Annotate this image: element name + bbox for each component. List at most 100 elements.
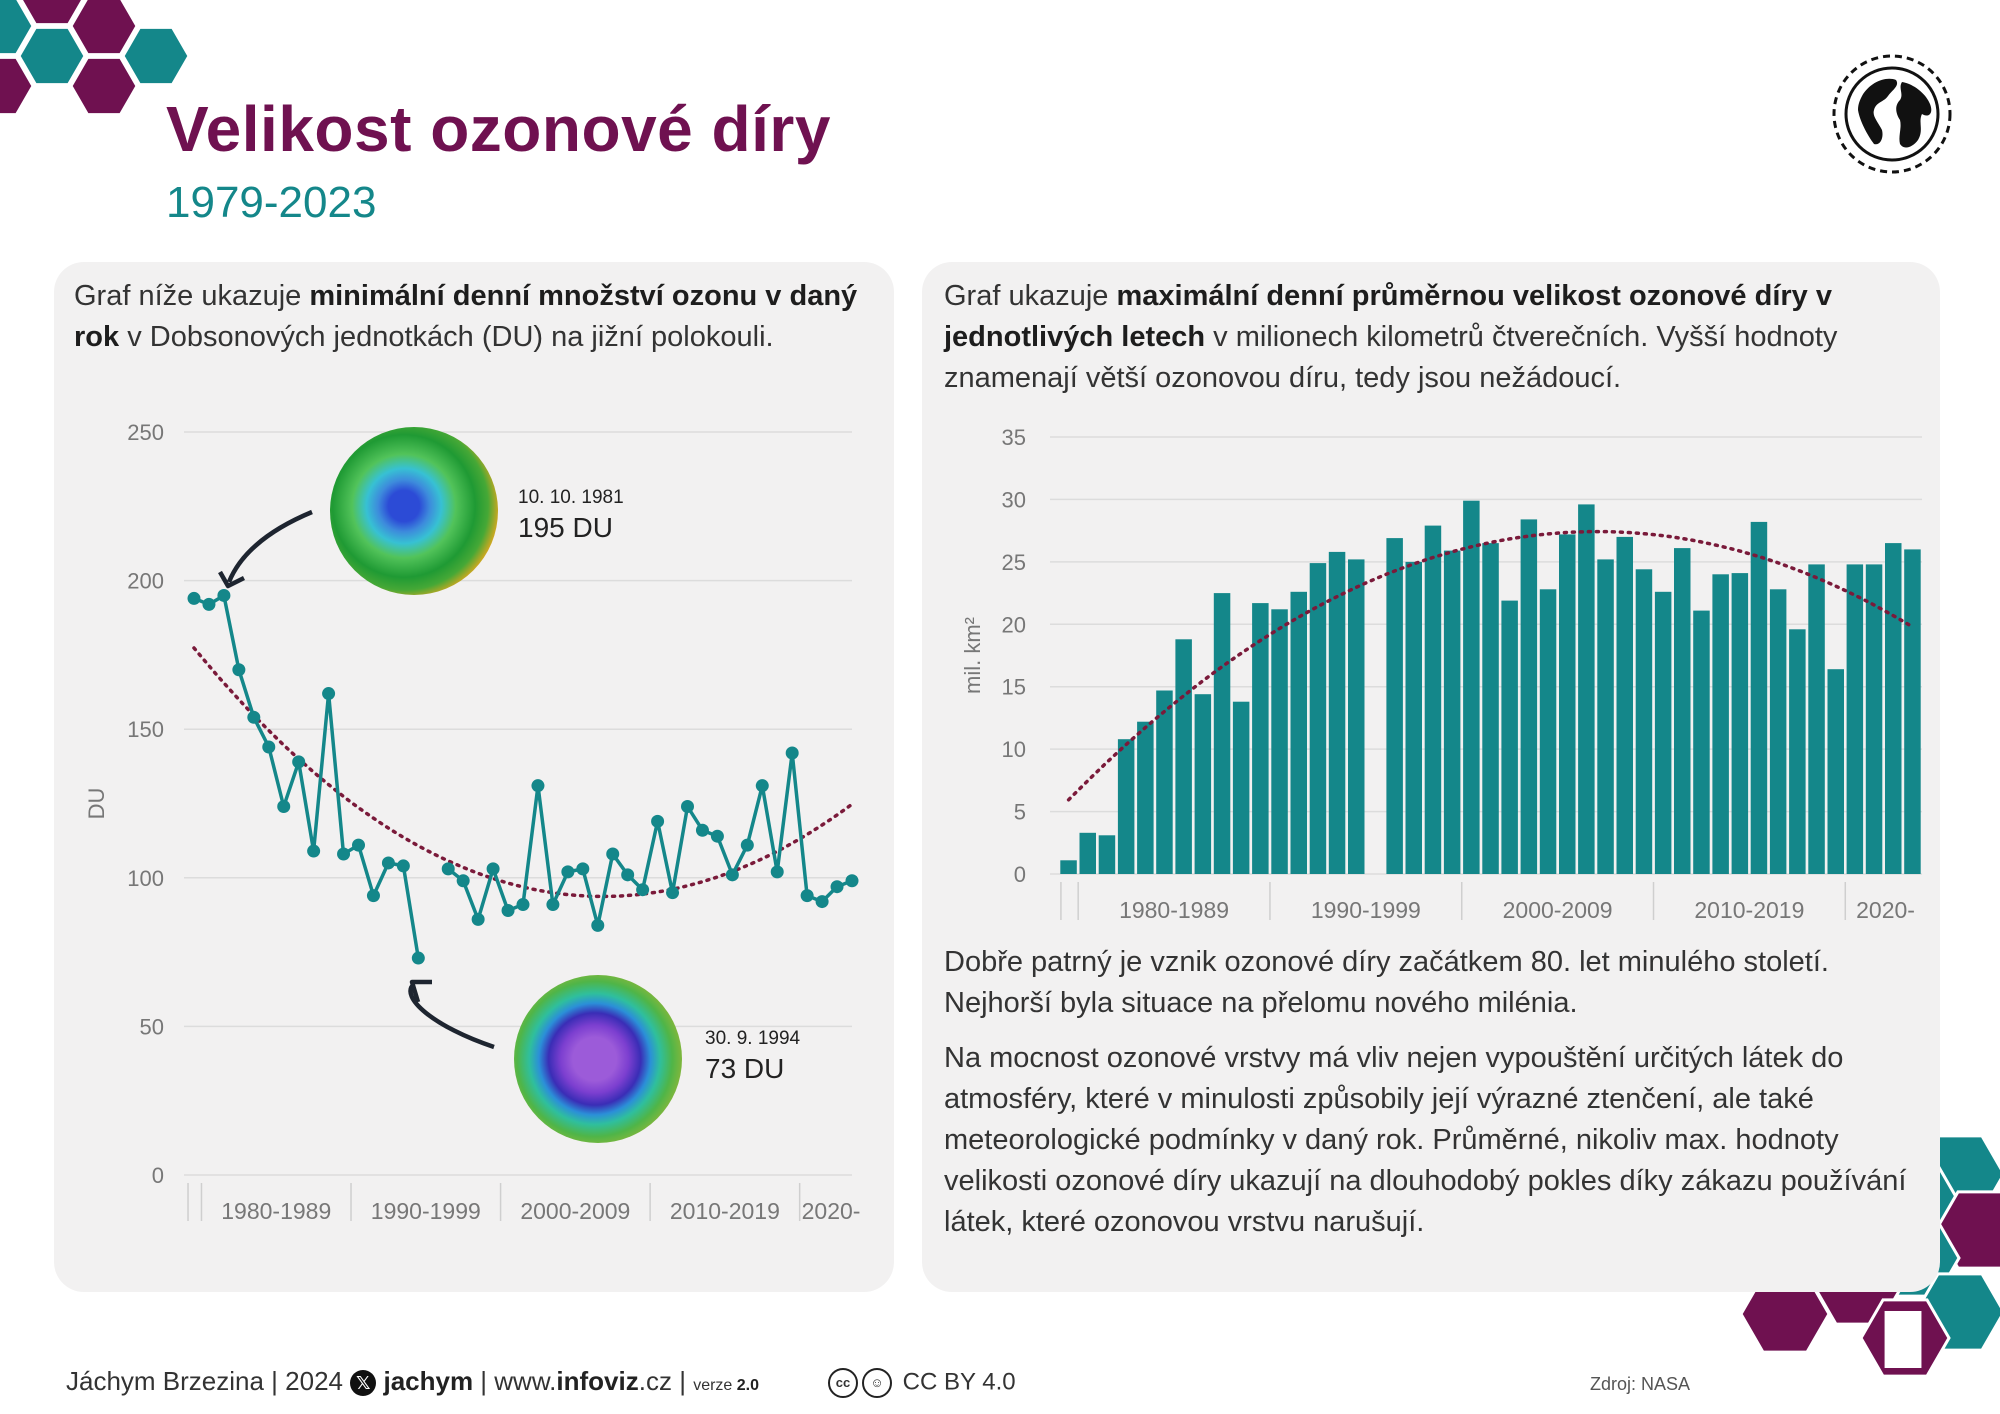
annotation-1994-value: 73 DU <box>705 1053 785 1084</box>
right-paragraph-2: Na mocnost ozonové vrstvy má vliv nejen … <box>944 1042 1907 1238</box>
right-bar-2020 <box>1846 564 1864 874</box>
left-ytick-3: 150 <box>127 717 164 742</box>
right-bar-2012 <box>1693 610 1710 874</box>
left-xtick-0: 1980-1989 <box>221 1198 331 1224</box>
right-bar-2015 <box>1750 521 1768 874</box>
right-ytick-5: 25 <box>1002 550 1026 575</box>
left-point-2015 <box>725 868 739 882</box>
right-ylabel: mil. km² <box>960 617 985 694</box>
right-ytick-0: 0 <box>1014 862 1026 887</box>
cc-icon: cc <box>828 1368 858 1398</box>
right-bar-2006 <box>1578 504 1595 874</box>
left-point-2001 <box>516 898 530 912</box>
left-point-2003 <box>546 898 560 912</box>
right-bar-1991 <box>1290 591 1307 874</box>
license-text: CC BY 4.0 <box>902 1368 1016 1396</box>
right-ytick-2: 10 <box>1002 737 1026 762</box>
globe-icon <box>1832 54 1952 174</box>
left-panel: Graf níže ukazuje minimální denní množst… <box>54 262 894 1292</box>
right-bar-1996 <box>1386 538 1403 874</box>
right-bar-2008 <box>1616 536 1633 874</box>
left-point-1980 <box>202 597 216 611</box>
by-person-icon: ☺ <box>862 1368 892 1398</box>
left-trendline <box>192 646 854 899</box>
left-point-1983 <box>247 710 261 724</box>
annotation-1981-value: 195 DU <box>518 512 613 543</box>
hexagon-top-1 <box>69 0 139 57</box>
right-bar-2023 <box>1904 549 1921 874</box>
left-point-1991 <box>366 889 380 903</box>
right-bar-2011 <box>1674 548 1691 874</box>
right-bar-1983 <box>1137 721 1154 874</box>
left-point-2019 <box>785 746 799 760</box>
right-bar-1980 <box>1079 832 1096 874</box>
right-bar-2003 <box>1520 519 1538 874</box>
right-bar-2007 <box>1597 559 1614 874</box>
right-bar-1985 <box>1175 639 1192 874</box>
left-xtick-2: 2000-2009 <box>520 1198 630 1224</box>
right-paragraph-1: Dobře patrný je vznik ozonové díry začát… <box>944 946 1829 1019</box>
left-point-1988 <box>322 687 336 701</box>
right-bar-2022 <box>1885 543 1902 874</box>
right-ytick-3: 15 <box>1002 675 1026 700</box>
left-point-2016 <box>740 838 754 852</box>
left-point-2011 <box>666 886 680 900</box>
right-xtick-4: 2020- <box>1856 897 1915 923</box>
right-bar-1988 <box>1232 701 1250 874</box>
right-bar-1992 <box>1309 563 1327 874</box>
ozone-hole-bar-chart: 0 5 10 15 20 25 30 35 mil. km² 1980-1989 1990-1999… <box>960 425 1922 923</box>
left-point-1989 <box>337 847 351 861</box>
left-point-2005 <box>576 862 590 876</box>
right-bar-1981 <box>1098 835 1116 874</box>
annotation-1994-date: 30. 9. 1994 <box>705 1028 801 1049</box>
right-bar-2018 <box>1808 564 1825 874</box>
left-point-2000 <box>501 903 515 917</box>
author-handle-link[interactable]: jachym <box>383 1366 474 1396</box>
left-point-1994 <box>411 951 425 965</box>
website-link[interactable]: infoviz <box>556 1366 639 1396</box>
page-subtitle: 1979-2023 <box>166 178 377 227</box>
right-bar-2001 <box>1482 543 1499 874</box>
left-point-2007 <box>606 847 620 861</box>
left-point-2021 <box>815 895 829 909</box>
right-bar-1993 <box>1328 551 1346 874</box>
right-trendline <box>1066 529 1915 802</box>
right-ytick-4: 20 <box>1002 612 1026 637</box>
left-ylabel: DU <box>84 788 109 820</box>
left-ytick-0: 0 <box>152 1163 164 1188</box>
left-point-2006 <box>591 918 605 932</box>
version-number: 2.0 <box>736 1377 760 1394</box>
left-point-2017 <box>755 779 769 793</box>
left-point-2022 <box>830 880 844 894</box>
left-xtick-3: 2010-2019 <box>670 1198 780 1224</box>
left-point-2020 <box>800 889 814 903</box>
annotation-1981-date: 10. 10. 1981 <box>518 487 624 508</box>
right-bar-2013 <box>1712 574 1729 874</box>
left-point-2008 <box>621 868 635 882</box>
right-bar-2005 <box>1559 534 1576 874</box>
right-bar-1997 <box>1405 561 1422 874</box>
ozone-min-line-chart: 0 50 100 150 200 250 DU 1980-1989 1990-1999 2000-… <box>84 420 861 1224</box>
left-xtick-1: 1990-1999 <box>371 1198 481 1224</box>
left-point-1993 <box>396 859 410 873</box>
left-point-2004 <box>561 865 575 879</box>
x-logo-icon[interactable]: 𝕏 <box>350 1370 377 1397</box>
right-bar-2000 <box>1463 500 1480 874</box>
right-xtick-1: 1990-1999 <box>1311 897 1421 923</box>
hexagon-top-6 <box>0 0 35 57</box>
left-intro-text: Graf níže ukazuje minimální denní množst… <box>74 280 858 353</box>
right-xtick-0: 1980-1989 <box>1119 897 1229 923</box>
right-bar-1999 <box>1443 550 1461 874</box>
left-point-1982 <box>232 663 246 677</box>
right-bar-1989 <box>1252 603 1269 874</box>
hexagon-top-4 <box>69 55 139 117</box>
right-intro-text: Graf ukazuje maximální denní průměrnou v… <box>944 280 1838 394</box>
left-ytick-5: 250 <box>127 420 164 445</box>
left-xtick-4: 2020- <box>802 1198 861 1224</box>
footer-credits: Jáchym Brzezina | 2024 𝕏 jachym | www.in… <box>66 1366 760 1397</box>
right-bar-1987 <box>1213 593 1231 874</box>
right-bar-2009 <box>1635 569 1653 874</box>
right-bar-1986 <box>1194 694 1212 874</box>
hexagon-decoration-top-icon <box>0 0 191 117</box>
arrowhead-1994-icon <box>409 979 432 1003</box>
